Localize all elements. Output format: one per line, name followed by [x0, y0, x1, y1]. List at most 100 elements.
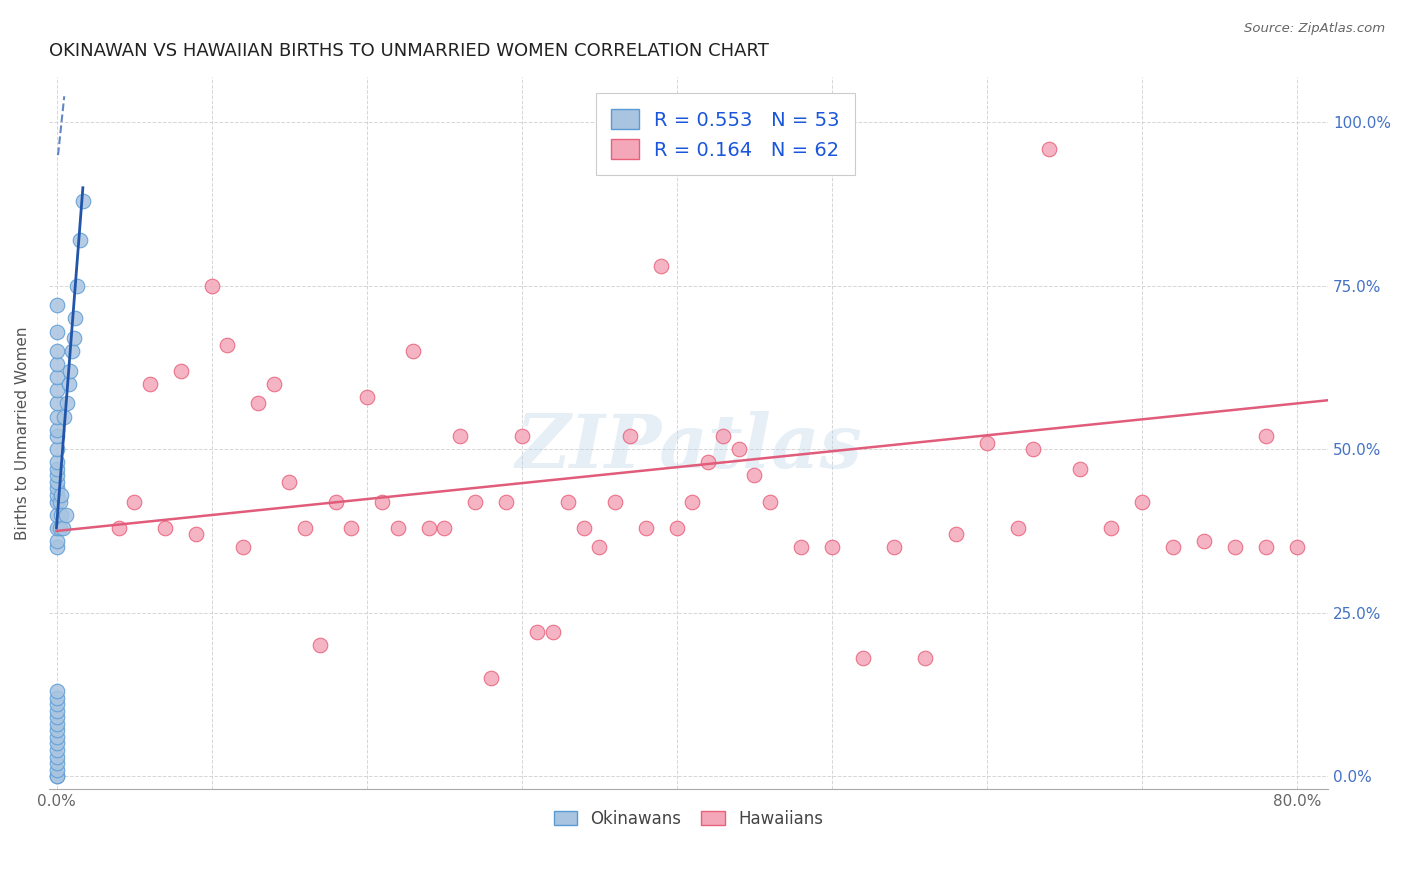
Point [464, 494, 486, 508]
Point [45, 370, 67, 384]
Point [387, 521, 409, 535]
Point [56, 396, 79, 410]
Point [48, 494, 70, 508]
Point [1256, 541, 1278, 555]
Point [945, 527, 967, 541]
Point [681, 494, 703, 508]
Point [45, 730, 67, 744]
Point [45, 710, 67, 724]
Point [45, 344, 67, 359]
Text: Source: ZipAtlas.com: Source: ZipAtlas.com [1244, 22, 1385, 36]
Y-axis label: Births to Unmarried Women: Births to Unmarried Women [15, 326, 30, 540]
Point [402, 344, 425, 359]
Point [45, 409, 67, 424]
Point [418, 521, 440, 535]
Point [45, 749, 67, 764]
Legend: Okinawans, Hawaiians: Okinawans, Hawaiians [547, 803, 830, 834]
Point [263, 376, 285, 391]
Point [45, 697, 67, 711]
Point [572, 521, 595, 535]
Point [247, 396, 270, 410]
Point [1022, 442, 1045, 457]
Point [526, 625, 548, 640]
Point [72, 194, 94, 208]
Point [200, 278, 222, 293]
Text: ZIPatlas: ZIPatlas [515, 411, 862, 483]
Point [45, 488, 67, 502]
Point [138, 376, 160, 391]
Point [1161, 541, 1184, 555]
Point [45, 704, 67, 718]
Point [45, 690, 67, 705]
Point [1069, 462, 1091, 476]
Point [45, 684, 67, 698]
Point [619, 429, 641, 443]
Point [759, 494, 782, 508]
Point [1286, 541, 1309, 555]
Point [1256, 429, 1278, 443]
Point [60, 344, 83, 359]
Point [58, 376, 80, 391]
Point [45, 396, 67, 410]
Point [914, 651, 936, 665]
Point [356, 390, 378, 404]
Point [45, 769, 67, 783]
Point [1007, 521, 1029, 535]
Point [309, 639, 332, 653]
Point [1038, 141, 1060, 155]
Point [790, 541, 813, 555]
Point [45, 468, 67, 483]
Point [45, 462, 67, 476]
Point [45, 756, 67, 770]
Point [665, 521, 688, 535]
Point [45, 736, 67, 750]
Point [45, 521, 67, 535]
Point [45, 763, 67, 777]
Point [55, 508, 77, 522]
Point [45, 743, 67, 757]
Point [278, 475, 301, 489]
Point [45, 541, 67, 555]
Point [66, 278, 89, 293]
Point [294, 521, 316, 535]
Point [232, 541, 254, 555]
Point [69, 233, 91, 247]
Point [122, 494, 145, 508]
Point [852, 651, 875, 665]
Point [371, 494, 394, 508]
Point [541, 625, 564, 640]
Point [1130, 494, 1153, 508]
Point [433, 521, 456, 535]
Point [821, 541, 844, 555]
Point [63, 311, 86, 326]
Point [62, 331, 84, 345]
Point [45, 482, 67, 496]
Point [510, 429, 533, 443]
Point [45, 508, 67, 522]
Point [883, 541, 905, 555]
Point [603, 494, 626, 508]
Point [107, 521, 129, 535]
Point [340, 521, 363, 535]
Point [45, 769, 67, 783]
Point [1099, 521, 1122, 535]
Point [727, 442, 749, 457]
Point [744, 468, 766, 483]
Point [557, 494, 579, 508]
Point [449, 429, 471, 443]
Point [45, 384, 67, 398]
Point [45, 429, 67, 443]
Point [52, 521, 75, 535]
Point [588, 541, 610, 555]
Point [1192, 533, 1215, 548]
Point [59, 364, 82, 378]
Point [169, 364, 191, 378]
Point [184, 527, 207, 541]
Point [45, 298, 67, 312]
Point [650, 259, 672, 273]
Point [45, 357, 67, 371]
Point [45, 423, 67, 437]
Point [45, 442, 67, 457]
Point [217, 337, 239, 351]
Point [48, 521, 70, 535]
